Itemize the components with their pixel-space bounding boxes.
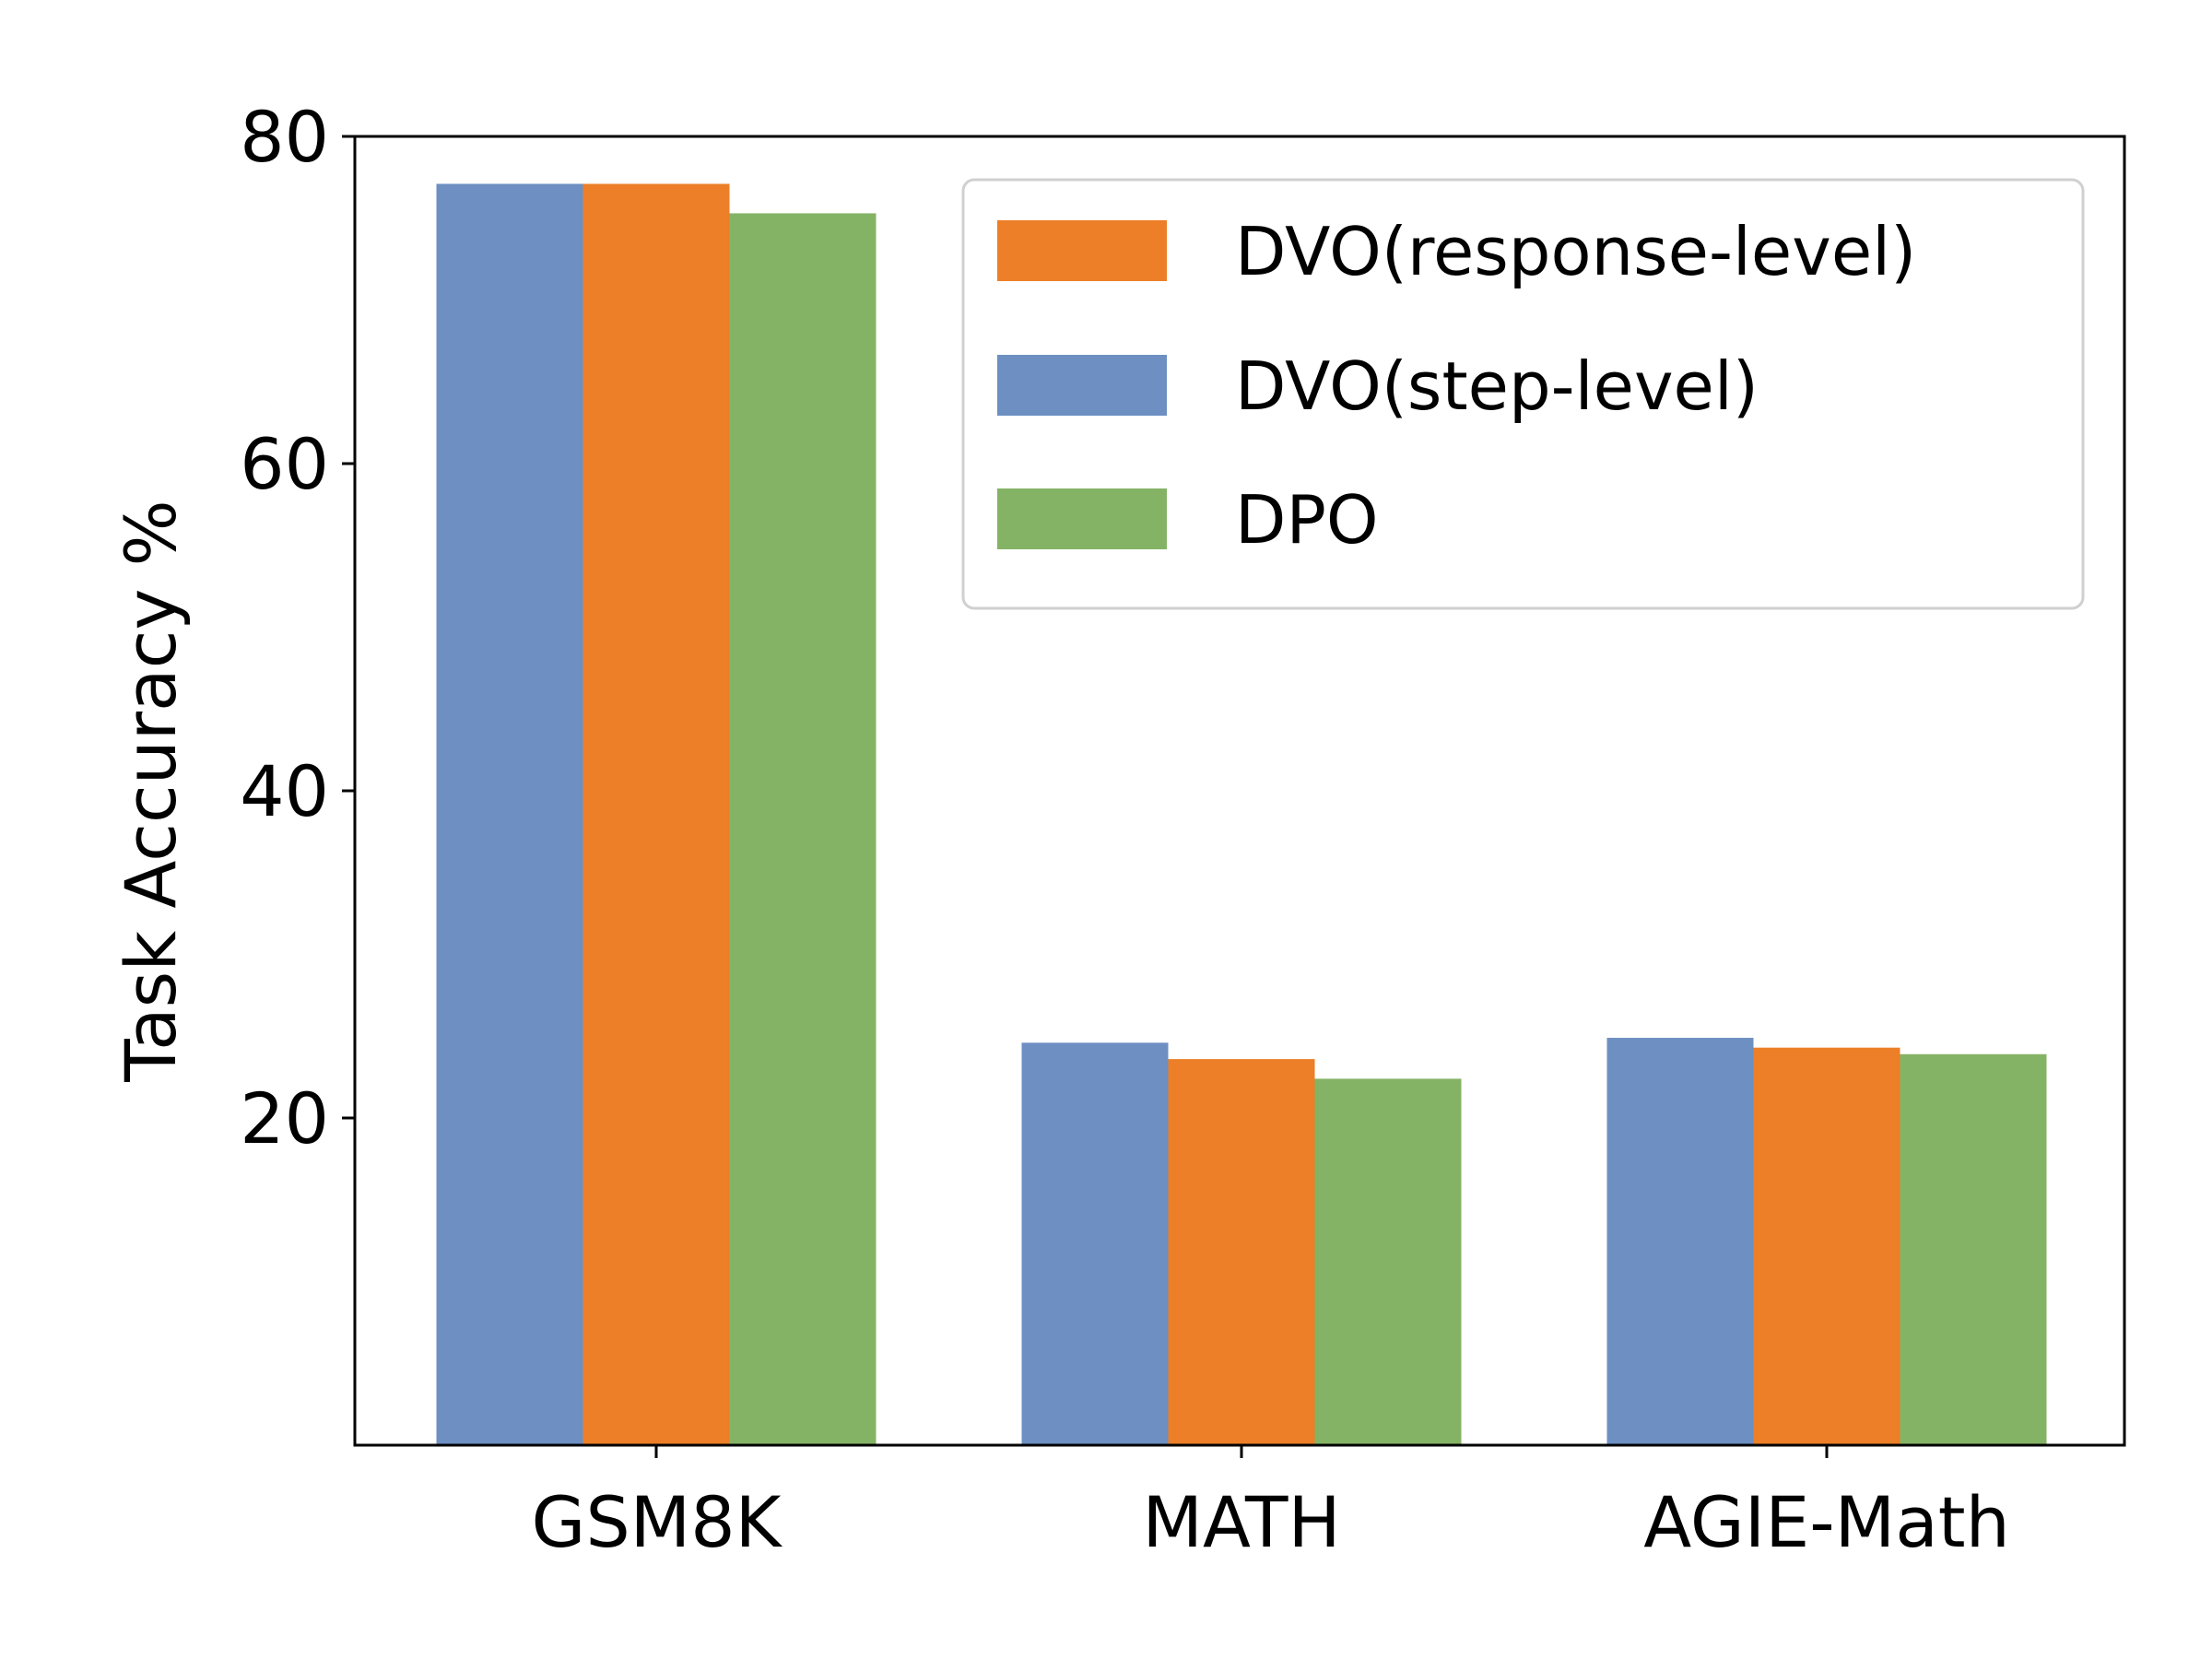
y-tick-label-80: 80 <box>240 96 329 178</box>
legend-swatch-dpo <box>997 488 1167 549</box>
bar-dvo-step-level-agie-math <box>1606 1038 1754 1445</box>
bar-dvo-step-level-gsm8k <box>436 183 583 1446</box>
legend-swatch-dvo-response-level <box>997 220 1167 281</box>
x-tick-label-math: MATH <box>1142 1481 1340 1563</box>
y-axis-title: Task Accuracy % <box>110 500 192 1083</box>
x-ticks-group: GSM8K MATH AGIE-Math <box>532 1445 2010 1563</box>
legend: DVO(response-level) DVO(step-level) DPO <box>961 178 2085 610</box>
legend-label-dvo-response-level: DVO(response-level) <box>1235 213 1916 290</box>
legend-frame <box>961 178 2085 610</box>
bar-dvo-step-level-math <box>1021 1042 1169 1445</box>
x-tick-label-gsm8k: GSM8K <box>532 1481 783 1563</box>
legend-label-dpo: DPO <box>1235 481 1379 559</box>
y-tick-label-60: 60 <box>240 423 329 505</box>
bar-dpo-gsm8k <box>729 213 877 1445</box>
x-tick-label-agie-math: AGIE-Math <box>1643 1481 2010 1563</box>
bar-dpo-agie-math <box>1900 1053 2047 1445</box>
bar-dpo-math <box>1314 1078 1462 1445</box>
legend-swatch-dvo-step-level <box>997 355 1167 416</box>
legend-label-dvo-step-level: DVO(step-level) <box>1235 347 1759 425</box>
bars-group <box>436 183 2047 1446</box>
y-ticks-group: 20 40 60 80 <box>240 96 355 1159</box>
bar-dvo-response-level-gsm8k <box>582 183 730 1446</box>
bar-dvo-response-level-agie-math <box>1753 1047 1900 1445</box>
y-tick-label-40: 40 <box>240 750 329 832</box>
bar-dvo-response-level-math <box>1168 1059 1315 1445</box>
y-tick-label-20: 20 <box>240 1077 329 1159</box>
